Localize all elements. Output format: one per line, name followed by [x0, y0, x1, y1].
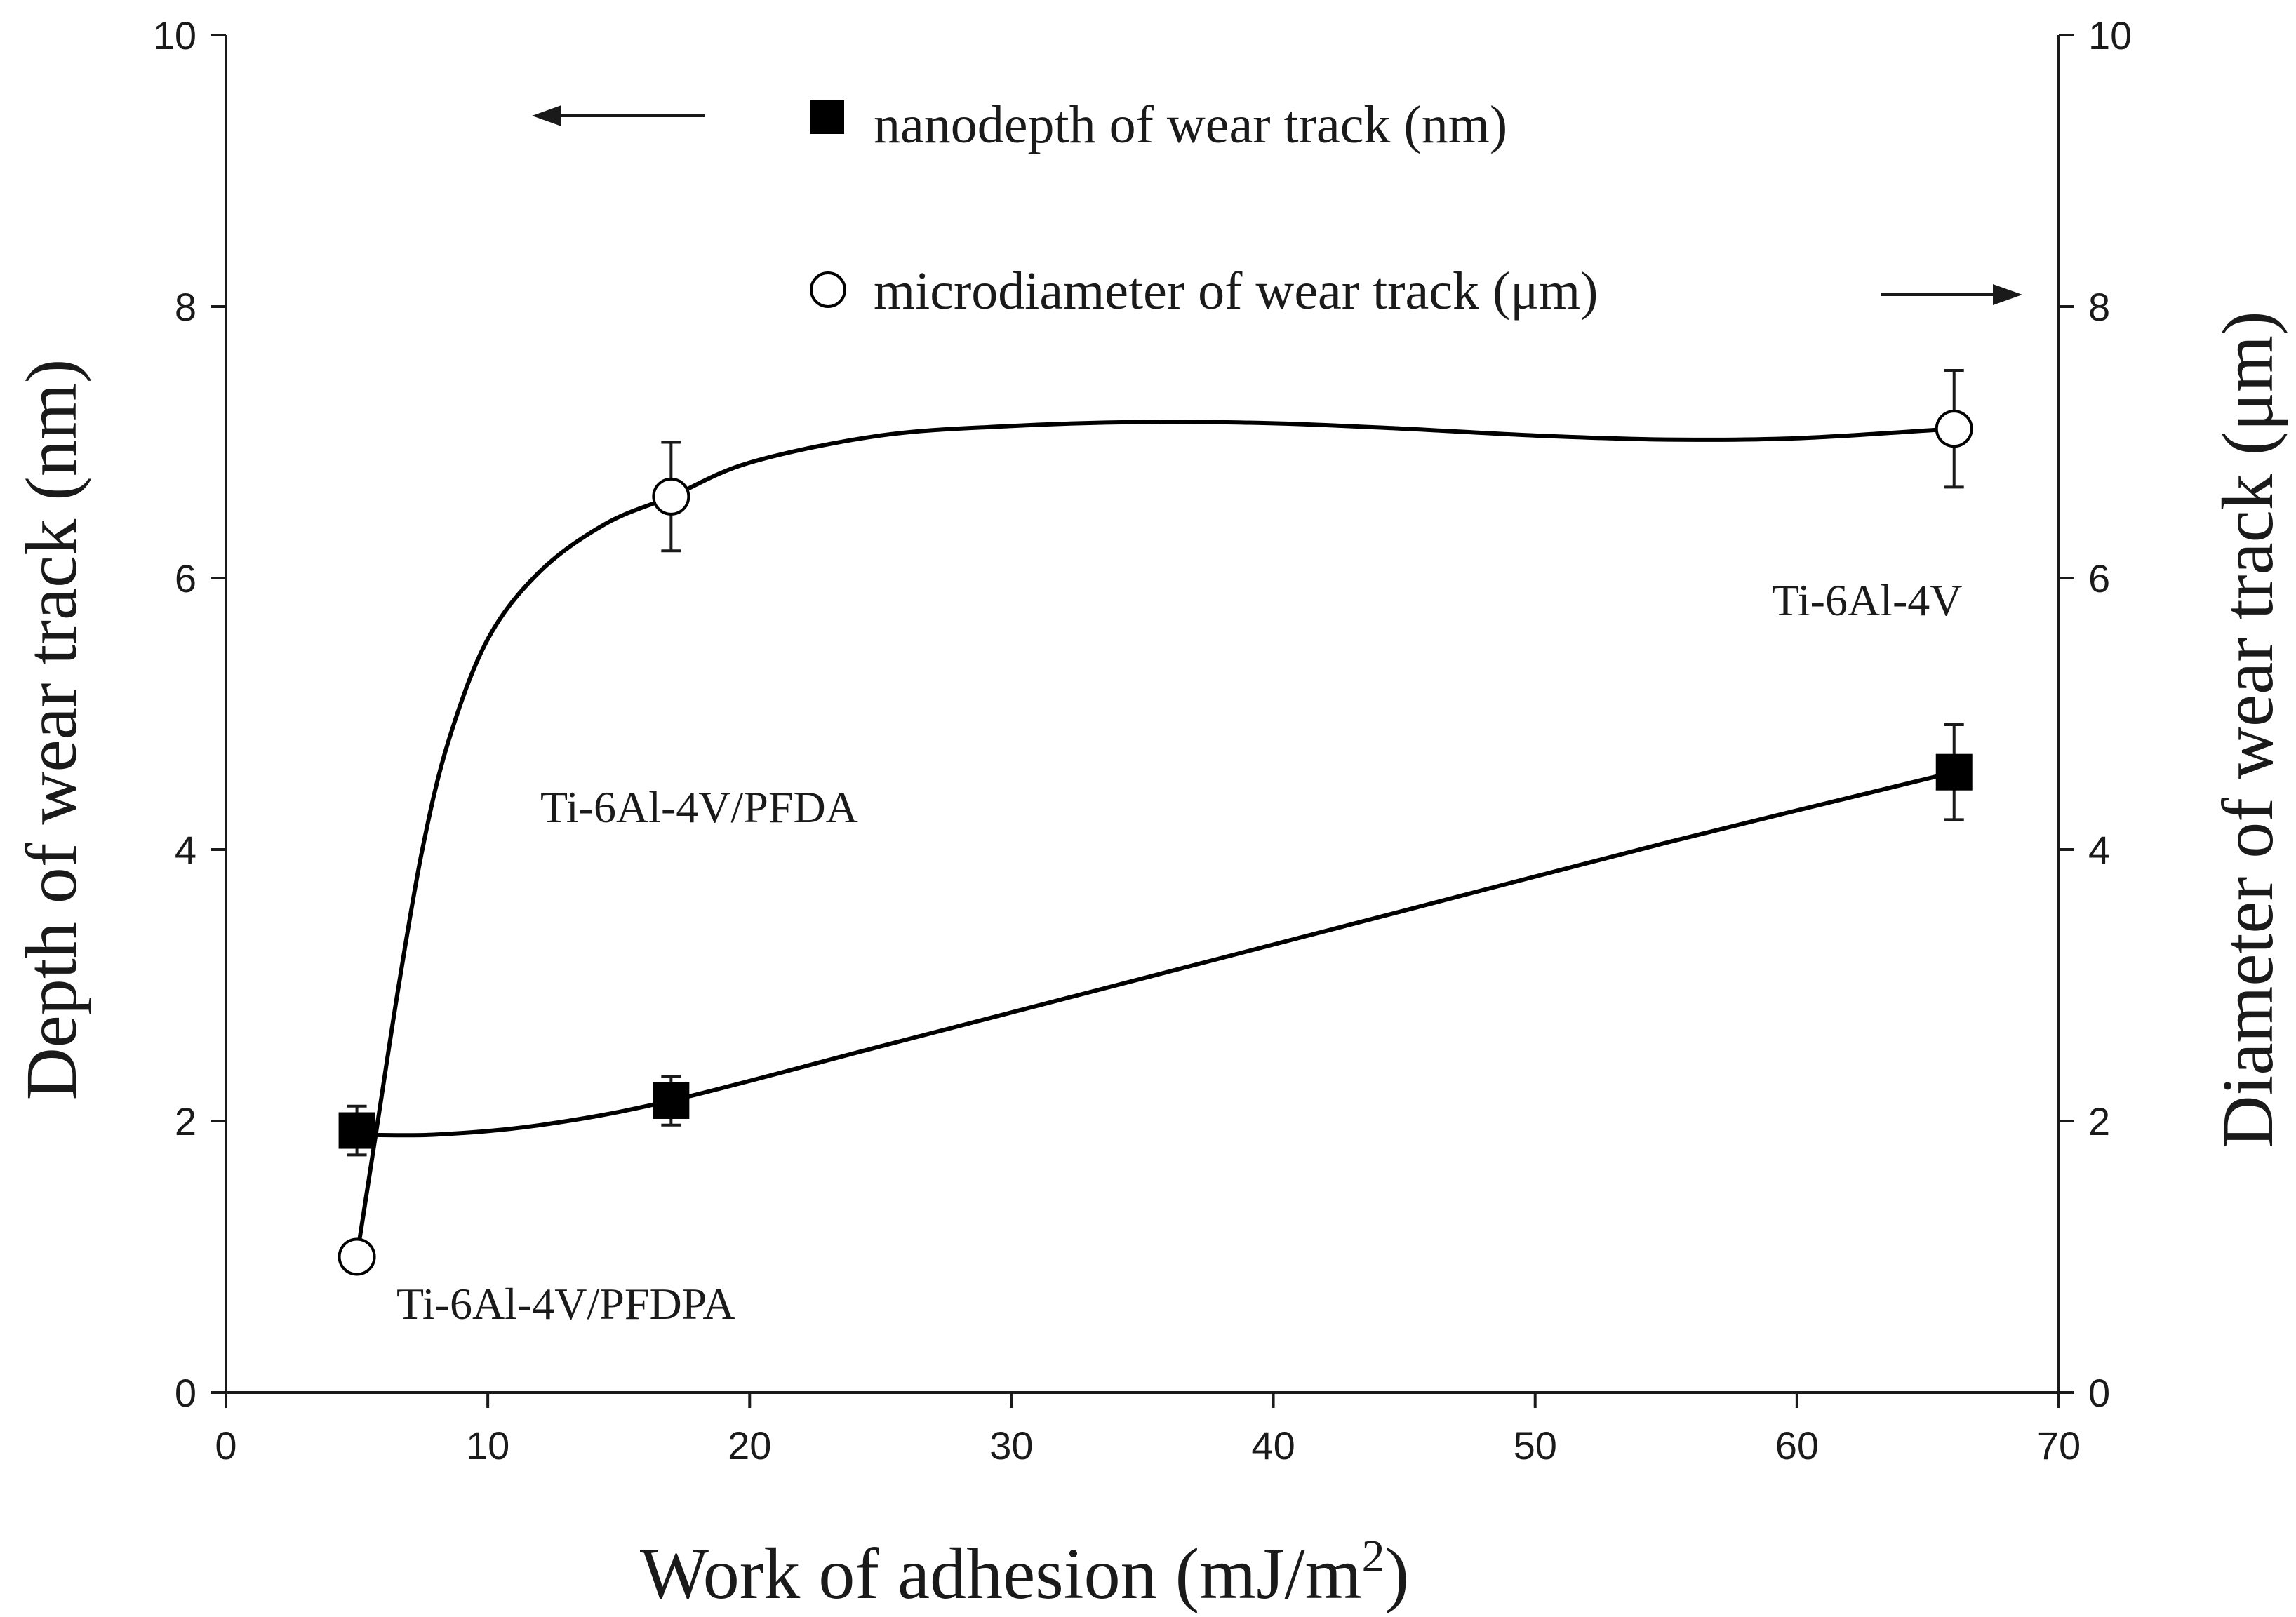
y-tick-label-right: 6: [2088, 556, 2110, 600]
x-tick-label: 60: [1775, 1423, 1819, 1468]
annotations: Ti-6Al-4V/PFDPA Ti-6Al-4V/PFDA Ti-6Al-4V: [396, 575, 1962, 1329]
data-point-microdiameter: [1935, 410, 1973, 448]
x-axis-title-sup: 2: [1361, 1531, 1384, 1582]
legend: nanodepth of wear track (nm) microdiamet…: [532, 95, 2022, 321]
trend-curve-microdiameter: [354, 420, 1954, 1257]
x-tick-label: 40: [1251, 1423, 1295, 1468]
axes: [225, 35, 2060, 1394]
axis-titles: Work of adhesion (mJ/m2) Depth of wear t…: [11, 311, 2288, 1614]
y-tick-label-left: 4: [175, 828, 196, 872]
y-axis-title-left: Depth of wear track (nm): [11, 359, 92, 1101]
y-tick-label-left: 6: [175, 556, 196, 600]
y-tick-label-left: 0: [175, 1371, 196, 1415]
y-tick-label-left: 2: [175, 1099, 196, 1143]
x-axis-title-main: Work of adhesion (mJ/m: [640, 1534, 1362, 1614]
y-axis-title-right: Diameter of wear track (μm): [2208, 311, 2288, 1148]
y-tick-label-right: 2: [2088, 1099, 2110, 1143]
trend-curve-nanodepth: [356, 770, 1955, 1138]
x-tick-label: 30: [989, 1423, 1033, 1468]
annotation-ti6al4v: Ti-6Al-4V: [1772, 575, 1962, 625]
x-axis-title-suffix: ): [1384, 1534, 1409, 1614]
y-tick-label-right: 10: [2088, 13, 2132, 58]
data-point-microdiameter: [338, 1237, 376, 1276]
annotation-pfda: Ti-6Al-4V/PFDA: [540, 782, 858, 832]
legend-marker-circle: [810, 271, 846, 308]
legend-marker-square: [810, 100, 844, 134]
legend-label-nanodepth: nanodepth of wear track (nm): [874, 95, 1507, 154]
annotation-pfdpa: Ti-6Al-4V/PFDPA: [396, 1279, 735, 1329]
x-tick-label: 10: [466, 1423, 509, 1468]
series-layer: [338, 368, 1973, 1276]
x-axis-title: Work of adhesion (mJ/m2): [640, 1531, 1409, 1614]
x-tick-label: 0: [215, 1423, 236, 1468]
legend-arrow-right-head: [1993, 284, 2022, 305]
y-tick-label-right: 4: [2088, 828, 2110, 872]
ticks: 0 10 20 30 40 50 60 700 02 24 46 68 810 10: [153, 13, 2133, 1468]
x-tick-label: 70: [2037, 1423, 2081, 1468]
x-tick-label: 50: [1514, 1423, 1557, 1468]
legend-label-microdiameter: microdiameter of wear track (μm): [874, 262, 1598, 321]
y-tick-label-left: 10: [153, 13, 196, 58]
data-point-nanodepth: [338, 1112, 375, 1149]
x-tick-label: 20: [728, 1423, 771, 1468]
data-point-nanodepth: [653, 1082, 690, 1119]
legend-arrow-left-head: [532, 105, 561, 126]
data-point-microdiameter: [652, 477, 690, 516]
y-tick-label-right: 0: [2088, 1371, 2110, 1415]
y-tick-label-right: 8: [2088, 285, 2110, 329]
data-point-nanodepth: [1935, 753, 1973, 791]
y-tick-label-left: 8: [175, 285, 196, 329]
